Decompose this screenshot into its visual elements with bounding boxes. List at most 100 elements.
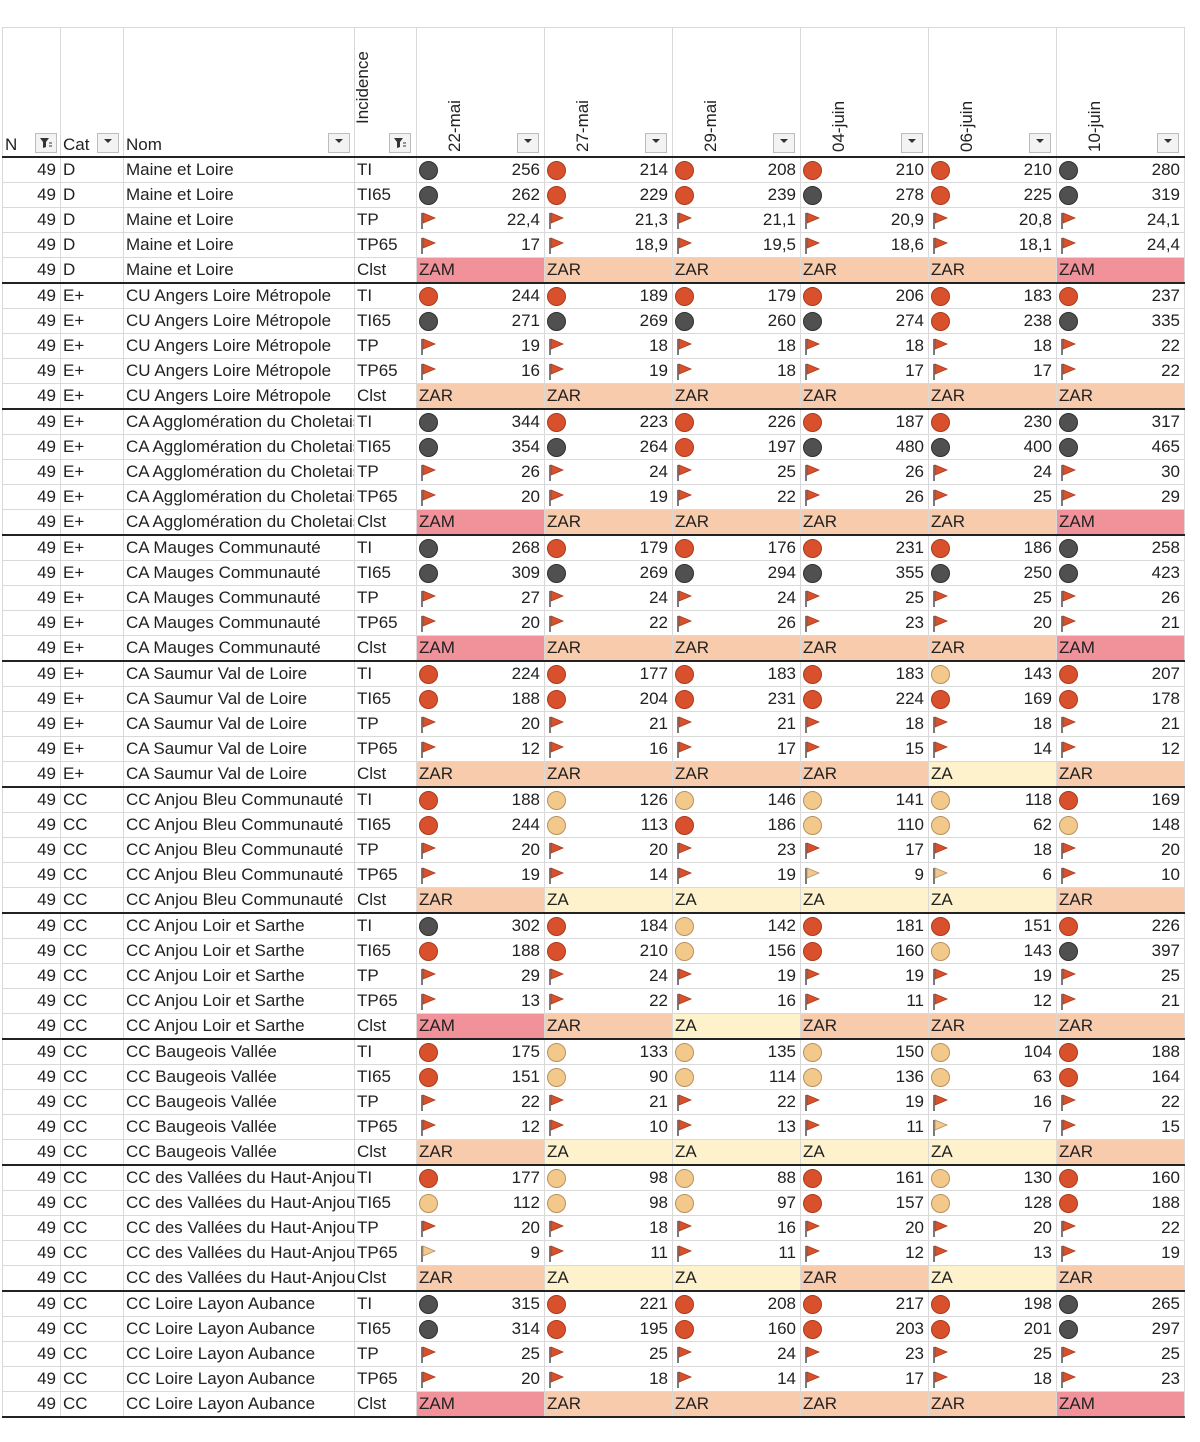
cell-value[interactable]: 20 [416,711,545,737]
cell-value[interactable]: 11 [672,1240,801,1266]
cell-value[interactable]: 29 [416,963,545,989]
cell-class[interactable]: ZAM [416,635,545,662]
cell-class[interactable]: ZAR [800,257,929,284]
cell-incidence[interactable]: TI65 [354,812,417,838]
cell-nom[interactable]: CA Agglomération du Choletais [123,409,355,435]
cell-value[interactable]: 104 [928,1039,1057,1065]
cell-cat[interactable]: E+ [60,610,124,636]
cell-value[interactable]: 268 [416,535,545,561]
cell-cat[interactable]: E+ [60,308,124,334]
cell-n[interactable]: 49 [2,787,61,813]
cell-class[interactable]: ZAR [928,1391,1057,1418]
cell-value[interactable]: 6 [928,862,1057,888]
cell-incidence[interactable]: TP [354,963,417,989]
cell-cat[interactable]: CC [60,1190,124,1216]
cell-value[interactable]: 160 [800,938,929,964]
cell-value[interactable]: 21,3 [544,207,673,233]
cell-value[interactable]: 20 [928,1215,1057,1241]
filter-active-icon[interactable] [389,133,411,153]
dropdown-arrow-icon[interactable] [773,133,795,153]
cell-class[interactable]: ZAR [800,383,929,410]
cell-class[interactable]: ZAR [416,761,545,788]
cell-value[interactable]: 17 [928,358,1057,384]
cell-incidence[interactable]: TP65 [354,610,417,636]
cell-nom[interactable]: CA Agglomération du Choletais [123,434,355,460]
cell-n[interactable]: 49 [2,711,61,737]
cell-nom[interactable]: CA Mauges Communauté [123,635,355,662]
cell-nom[interactable]: CA Saumur Val de Loire [123,711,355,737]
cell-n[interactable]: 49 [2,207,61,233]
cell-nom[interactable]: CU Angers Loire Métropole [123,333,355,359]
cell-value[interactable]: 204 [544,686,673,712]
cell-incidence[interactable]: TI65 [354,1064,417,1090]
cell-incidence[interactable]: TI [354,913,417,939]
cell-incidence[interactable]: TP65 [354,1240,417,1266]
cell-value[interactable]: 355 [800,560,929,586]
cell-n[interactable]: 49 [2,1291,61,1317]
cell-incidence[interactable]: TI65 [354,686,417,712]
cell-value[interactable]: 11 [800,1114,929,1140]
cell-value[interactable]: 188 [416,938,545,964]
cell-class[interactable]: ZAR [544,1013,673,1040]
cell-value[interactable]: 269 [544,560,673,586]
cell-value[interactable]: 25 [672,459,801,485]
cell-value[interactable]: 344 [416,409,545,435]
cell-class[interactable]: ZAR [416,1139,545,1166]
cell-nom[interactable]: CA Agglomération du Choletais [123,459,355,485]
cell-value[interactable]: 244 [416,283,545,309]
cell-class[interactable]: ZA [544,887,673,914]
cell-class[interactable]: ZAR [928,509,1057,536]
cell-n[interactable]: 49 [2,358,61,384]
cell-value[interactable]: 317 [1056,409,1185,435]
cell-cat[interactable]: E+ [60,535,124,561]
cell-incidence[interactable]: TP65 [354,862,417,888]
cell-incidence[interactable]: TI [354,283,417,309]
cell-value[interactable]: 13 [416,988,545,1014]
cell-incidence[interactable]: TP65 [354,358,417,384]
cell-n[interactable]: 49 [2,459,61,485]
cell-value[interactable]: 208 [672,1291,801,1317]
cell-incidence[interactable]: TP65 [354,988,417,1014]
cell-class[interactable]: ZA [672,1013,801,1040]
cell-n[interactable]: 49 [2,333,61,359]
cell-class[interactable]: ZAR [416,1265,545,1292]
dropdown-arrow-icon[interactable] [97,133,119,153]
cell-value[interactable]: 195 [544,1316,673,1342]
cell-value[interactable]: 9 [800,862,929,888]
cell-value[interactable]: 18 [672,358,801,384]
cell-value[interactable]: 217 [800,1291,929,1317]
cell-value[interactable]: 18 [800,333,929,359]
cell-n[interactable]: 49 [2,1391,61,1418]
cell-value[interactable]: 118 [928,787,1057,813]
cell-nom[interactable]: CC Anjou Bleu Communauté [123,787,355,813]
cell-class[interactable]: ZAR [672,1391,801,1418]
cell-value[interactable]: 9 [416,1240,545,1266]
cell-n[interactable]: 49 [2,383,61,410]
cell-value[interactable]: 27 [416,585,545,611]
cell-class[interactable]: ZA [544,1265,673,1292]
cell-class[interactable]: ZAR [544,761,673,788]
cell-value[interactable]: 210 [800,157,929,183]
cell-nom[interactable]: CC Loire Layon Aubance [123,1291,355,1317]
cell-incidence[interactable]: Clst [354,887,417,914]
cell-n[interactable]: 49 [2,812,61,838]
cell-value[interactable]: 226 [672,409,801,435]
cell-value[interactable]: 15 [1056,1114,1185,1140]
cell-n[interactable]: 49 [2,484,61,510]
cell-incidence[interactable]: TI65 [354,308,417,334]
cell-n[interactable]: 49 [2,434,61,460]
cell-value[interactable]: 465 [1056,434,1185,460]
cell-value[interactable]: 16 [544,736,673,762]
cell-value[interactable]: 262 [416,182,545,208]
cell-value[interactable]: 11 [800,988,929,1014]
cell-value[interactable]: 130 [928,1165,1057,1191]
cell-nom[interactable]: CA Saumur Val de Loire [123,661,355,687]
cell-value[interactable]: 21 [544,711,673,737]
cell-value[interactable]: 20 [800,1215,929,1241]
cell-value[interactable]: 10 [544,1114,673,1140]
cell-nom[interactable]: CA Agglomération du Choletais [123,509,355,536]
cell-nom[interactable]: CU Angers Loire Métropole [123,308,355,334]
cell-incidence[interactable]: TP [354,1215,417,1241]
cell-incidence[interactable]: Clst [354,383,417,410]
cell-class[interactable]: ZAR [544,383,673,410]
